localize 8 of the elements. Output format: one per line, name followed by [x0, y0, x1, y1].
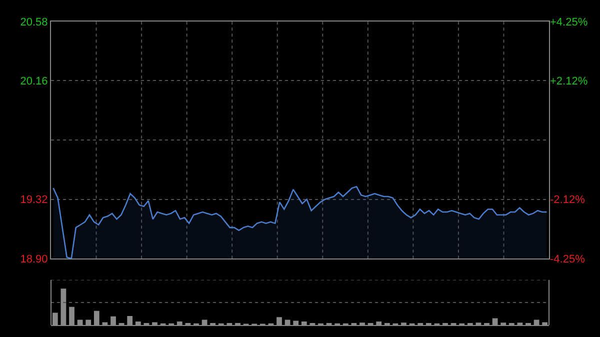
y-tick-label: 20.58: [20, 16, 48, 28]
y2-tick-label: -2.12%: [550, 194, 586, 206]
y2-tick-label: -4.25%: [550, 253, 586, 266]
y-tick-label: 19.32: [20, 194, 48, 206]
y-tick-label: 18.90: [20, 253, 48, 266]
y-tick-label: 20.16: [20, 76, 48, 88]
y2-tick-label: +4.25%: [550, 16, 588, 28]
y2-tick-label: +2.12%: [550, 76, 588, 88]
